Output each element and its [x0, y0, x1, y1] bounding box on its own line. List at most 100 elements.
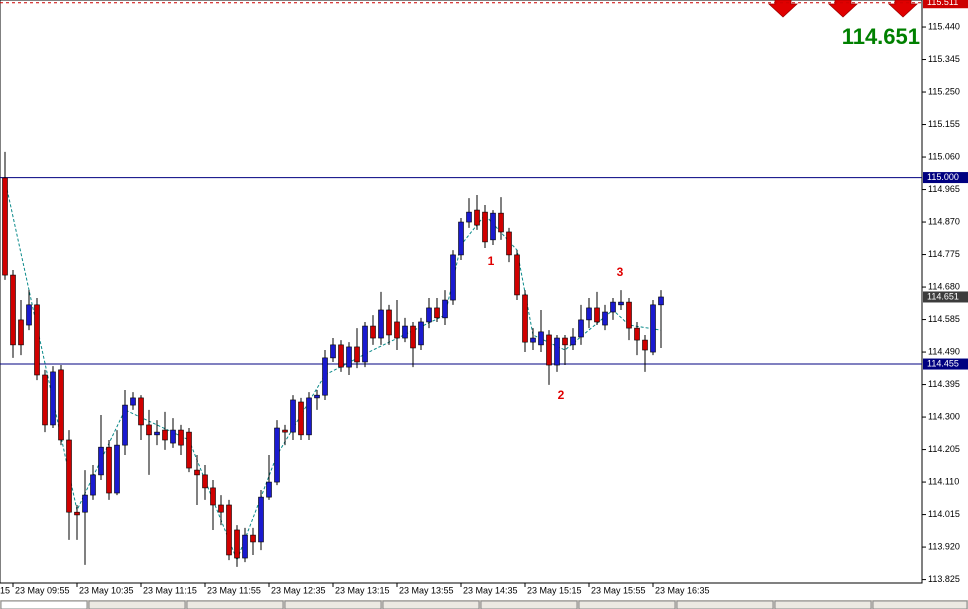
candle-body: [130, 397, 136, 406]
y-tick-label: 114.110: [928, 476, 959, 486]
y-tick-label: 114.775: [928, 249, 960, 259]
wave-label: 3: [617, 265, 624, 279]
tab[interactable]: [578, 600, 676, 609]
candle-body: [594, 307, 600, 323]
x-tick-label: 23 May 13:15: [335, 585, 390, 595]
candle-body: [90, 474, 96, 496]
candle-body: [546, 334, 552, 366]
y-tick-label: 115.250: [928, 86, 960, 96]
candle-body: [210, 487, 216, 506]
candle-body: [234, 529, 240, 559]
candle-body: [82, 494, 88, 513]
y-tick-label: 114.490: [928, 346, 960, 356]
y-tick-label: 114.395: [928, 379, 960, 389]
candle-body: [194, 469, 200, 476]
y-tick-label: 114.585: [928, 314, 960, 324]
candle-body: [178, 429, 184, 446]
candle-body: [274, 427, 280, 483]
candle-body: [66, 439, 72, 513]
y-tick-label: 114.680: [928, 281, 960, 291]
x-tick-label: 15: [0, 585, 10, 595]
candle-body: [378, 309, 384, 339]
candle-body: [50, 371, 56, 426]
sell-arrow: [767, 0, 799, 18]
candle-body: [346, 346, 352, 368]
candle-body: [522, 294, 528, 343]
candle-body: [250, 534, 256, 543]
price-marker-label: 114.651: [927, 291, 959, 301]
candle-body: [618, 301, 624, 306]
y-tick-label: 114.015: [928, 509, 960, 519]
wave-label: 1: [488, 254, 495, 268]
y-tick-label: 114.870: [928, 216, 960, 226]
tab[interactable]: [0, 600, 88, 609]
candle-body: [466, 211, 472, 223]
tab[interactable]: [676, 600, 774, 609]
candle-body: [338, 344, 344, 368]
y-tick-label: 113.920: [928, 541, 960, 551]
tab[interactable]: [774, 600, 872, 609]
candle-body: [306, 397, 312, 436]
tab[interactable]: [284, 600, 382, 609]
candle-body: [122, 404, 128, 446]
candle-body: [282, 429, 288, 433]
candle-body: [226, 504, 232, 556]
candle-body: [490, 212, 496, 241]
tab[interactable]: [382, 600, 480, 609]
candle-body: [626, 301, 632, 329]
candle-body: [290, 399, 296, 433]
candle-body: [266, 481, 272, 498]
candle-body: [58, 369, 64, 441]
candle-body: [570, 336, 576, 346]
candle-body: [162, 429, 168, 441]
y-tick-label: 114.300: [928, 411, 960, 421]
level-label-box: [923, 172, 968, 184]
candle-body: [506, 231, 512, 256]
candle-body: [458, 221, 464, 256]
candle-body: [186, 431, 192, 469]
x-tick-label: 23 May 16:35: [655, 585, 710, 595]
candle-body: [450, 254, 456, 301]
x-tick-label: 23 May 13:55: [399, 585, 454, 595]
x-tick-label: 23 May 15:15: [527, 585, 582, 595]
y-tick-label: 115.440: [928, 21, 960, 31]
tab[interactable]: [88, 600, 186, 609]
candle-body: [218, 504, 224, 513]
candle-body: [298, 401, 304, 436]
candle-body: [642, 339, 648, 351]
candle-body: [18, 319, 24, 346]
candle-body: [498, 212, 504, 233]
candle-body: [578, 319, 584, 338]
candle-body: [474, 209, 480, 226]
candle-body: [26, 304, 32, 326]
sell-arrow: [827, 0, 859, 18]
tab[interactable]: [480, 600, 578, 609]
wave-label: 2: [558, 388, 565, 402]
candle-body: [418, 321, 424, 346]
candle-body: [2, 177, 8, 276]
level-label-box: [923, 358, 968, 370]
candle-body: [314, 394, 320, 399]
level-label: 115.511: [927, 0, 958, 7]
x-tick-label: 23 May 12:35: [271, 585, 326, 595]
candle-body: [410, 325, 416, 349]
candle-body: [258, 496, 264, 543]
candle-body: [426, 307, 432, 323]
tab[interactable]: [872, 600, 968, 609]
candle-body: [530, 337, 536, 343]
tab[interactable]: [186, 600, 284, 609]
x-tick-label: 23 May 11:15: [143, 585, 197, 595]
candle-body: [586, 307, 592, 321]
candle-body: [394, 321, 400, 339]
candle-body: [554, 337, 560, 366]
tabs: [0, 600, 968, 609]
candle-body: [650, 304, 656, 353]
candle-body: [106, 446, 112, 494]
candle-body: [538, 331, 544, 346]
candle-body: [146, 424, 152, 436]
y-tick-label: 113.825: [928, 574, 960, 584]
candle-body: [402, 325, 408, 339]
